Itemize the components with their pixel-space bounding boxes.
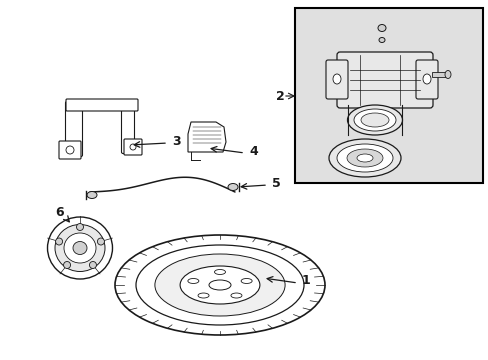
FancyBboxPatch shape [121, 107, 134, 153]
Ellipse shape [346, 149, 382, 167]
Ellipse shape [356, 154, 372, 162]
Ellipse shape [63, 261, 70, 269]
Ellipse shape [187, 279, 199, 283]
Text: 2: 2 [276, 90, 285, 103]
Text: 3: 3 [172, 135, 180, 148]
Ellipse shape [115, 235, 325, 335]
Ellipse shape [55, 225, 105, 271]
Polygon shape [187, 122, 225, 152]
Ellipse shape [328, 139, 400, 177]
Ellipse shape [377, 24, 385, 32]
Ellipse shape [214, 270, 225, 274]
Ellipse shape [66, 146, 74, 154]
Ellipse shape [227, 184, 238, 190]
Bar [431, 72, 445, 77]
Bar [294, 8, 482, 183]
Ellipse shape [422, 74, 430, 84]
Ellipse shape [230, 293, 242, 298]
FancyBboxPatch shape [59, 141, 81, 159]
FancyBboxPatch shape [336, 52, 432, 108]
Ellipse shape [347, 105, 402, 135]
Ellipse shape [56, 238, 62, 245]
FancyBboxPatch shape [65, 102, 82, 157]
Ellipse shape [336, 144, 392, 172]
Ellipse shape [378, 37, 384, 42]
Ellipse shape [64, 233, 96, 263]
Ellipse shape [241, 279, 252, 283]
Ellipse shape [89, 261, 96, 269]
Ellipse shape [130, 144, 136, 150]
FancyBboxPatch shape [66, 99, 138, 111]
Ellipse shape [198, 293, 208, 298]
Text: 5: 5 [271, 176, 280, 189]
Ellipse shape [136, 245, 304, 325]
Ellipse shape [360, 113, 388, 127]
Ellipse shape [208, 280, 230, 290]
Ellipse shape [353, 109, 395, 131]
Ellipse shape [180, 266, 259, 304]
Ellipse shape [97, 238, 104, 245]
Ellipse shape [76, 224, 83, 230]
FancyBboxPatch shape [415, 60, 437, 99]
Text: 6: 6 [56, 206, 64, 219]
Ellipse shape [87, 192, 97, 198]
Ellipse shape [155, 254, 285, 316]
Text: 1: 1 [302, 274, 310, 287]
FancyBboxPatch shape [124, 139, 142, 155]
Ellipse shape [47, 217, 112, 279]
FancyBboxPatch shape [325, 60, 347, 99]
Text: 4: 4 [248, 144, 257, 158]
Ellipse shape [73, 242, 87, 255]
Ellipse shape [444, 71, 450, 78]
Ellipse shape [332, 74, 340, 84]
